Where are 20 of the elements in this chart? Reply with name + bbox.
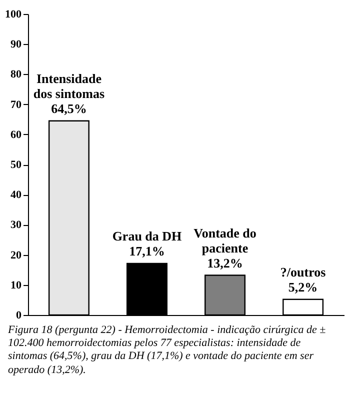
x-tick-label: Grau da DH	[112, 228, 182, 244]
data-label: 64,5%	[51, 100, 87, 116]
data-label: 17,1%	[129, 244, 165, 259]
x-tick-label: ?/outros	[280, 264, 326, 280]
y-tick-label: 50	[10, 159, 22, 171]
y-tick-label: 70	[10, 98, 22, 111]
y-tick-label: 100	[5, 8, 22, 20]
y-tick-label: 20	[10, 249, 22, 262]
y-tick-label: 0	[16, 310, 22, 322]
x-tick-label: Intensidade dos sintomas	[33, 70, 105, 101]
y-tick-label: 40	[10, 189, 22, 202]
y-tick-label: 80	[10, 68, 22, 81]
y-tick-label: 60	[10, 128, 22, 141]
x-tick-label: Vontade do paciente	[194, 225, 256, 256]
text: Figura 18 (pergunta 22) - Hemorroidectomia - indicação cirúrgica de ± 102.400 hemorroidectomias pelos 77 especialistas: intensidade de sintomas (64,5%), grau da DH (17,1%) e vontade do paciente em ser operado (13,2%).	[8, 324, 327, 377]
y-tick-label: 30	[10, 219, 22, 232]
data-label: 13,2%	[207, 255, 243, 270]
y-tick-label: 90	[10, 38, 22, 51]
data-label: 5,2%	[288, 279, 318, 294]
y-tick-label: 10	[10, 279, 22, 292]
